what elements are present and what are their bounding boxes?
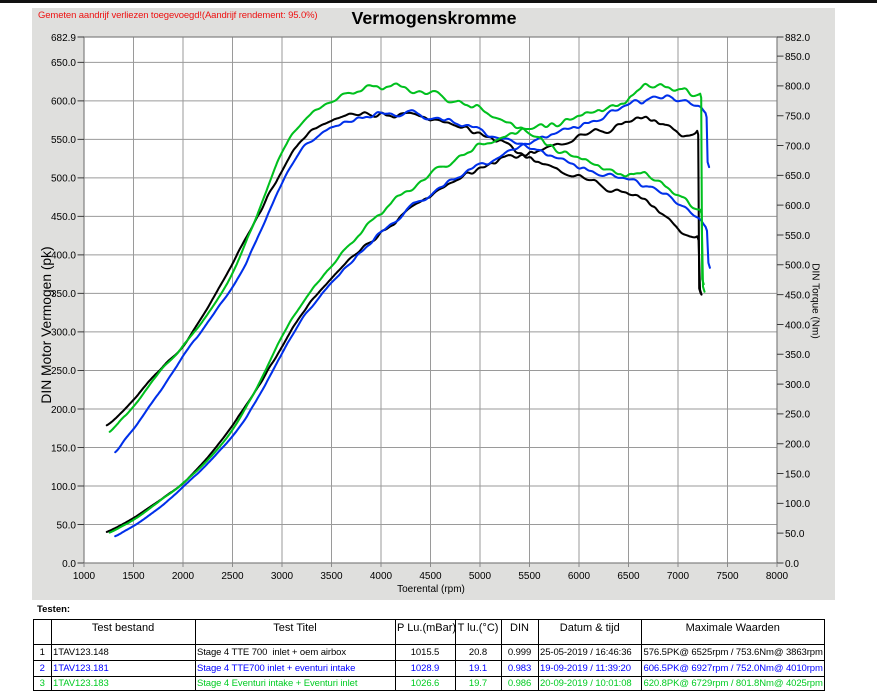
svg-text:450.0: 450.0	[51, 212, 76, 223]
svg-text:600.0: 600.0	[785, 201, 810, 212]
svg-text:50.0: 50.0	[57, 520, 77, 531]
svg-text:200.0: 200.0	[51, 405, 76, 416]
svg-text:500.0: 500.0	[51, 174, 76, 185]
svg-text:1500: 1500	[122, 571, 145, 582]
svg-text:750.0: 750.0	[785, 112, 810, 123]
svg-text:50.0: 50.0	[785, 529, 805, 540]
svg-text:300.0: 300.0	[51, 328, 76, 339]
svg-text:600.0: 600.0	[51, 97, 76, 108]
svg-text:250.0: 250.0	[51, 366, 76, 377]
svg-text:700.0: 700.0	[785, 141, 810, 152]
svg-text:550.0: 550.0	[785, 231, 810, 242]
svg-text:DIN Torque (Nm): DIN Torque (Nm)	[810, 263, 821, 338]
svg-text:Toerental (rpm): Toerental (rpm)	[397, 584, 465, 595]
svg-text:4500: 4500	[419, 571, 442, 582]
svg-text:650.0: 650.0	[785, 171, 810, 182]
svg-text:682.9: 682.9	[51, 33, 76, 44]
svg-text:1000: 1000	[73, 571, 96, 582]
svg-text:5000: 5000	[469, 571, 492, 582]
svg-text:0.0: 0.0	[785, 559, 799, 570]
svg-text:350.0: 350.0	[51, 289, 76, 300]
svg-text:400.0: 400.0	[785, 320, 810, 331]
svg-text:3000: 3000	[271, 571, 294, 582]
svg-text:2500: 2500	[221, 571, 244, 582]
svg-text:100.0: 100.0	[51, 482, 76, 493]
svg-text:4000: 4000	[370, 571, 393, 582]
svg-text:250.0: 250.0	[785, 410, 810, 421]
svg-text:100.0: 100.0	[785, 499, 810, 510]
svg-text:DIN Motor Vermogen (pk): DIN Motor Vermogen (pk)	[39, 246, 54, 403]
svg-text:850.0: 850.0	[785, 52, 810, 63]
svg-text:800.0: 800.0	[785, 82, 810, 93]
svg-text:7500: 7500	[716, 571, 739, 582]
svg-text:3500: 3500	[320, 571, 343, 582]
svg-text:6500: 6500	[617, 571, 640, 582]
svg-text:2000: 2000	[172, 571, 195, 582]
svg-text:350.0: 350.0	[785, 350, 810, 361]
svg-text:150.0: 150.0	[51, 443, 76, 454]
svg-text:882.0: 882.0	[785, 33, 810, 44]
svg-text:400.0: 400.0	[51, 251, 76, 262]
svg-text:6000: 6000	[568, 571, 591, 582]
svg-text:200.0: 200.0	[785, 440, 810, 451]
svg-text:450.0: 450.0	[785, 290, 810, 301]
svg-text:650.0: 650.0	[51, 58, 76, 69]
svg-text:8000: 8000	[766, 571, 789, 582]
svg-text:0.0: 0.0	[62, 559, 76, 570]
svg-text:150.0: 150.0	[785, 469, 810, 480]
svg-text:7000: 7000	[667, 571, 690, 582]
svg-text:550.0: 550.0	[51, 135, 76, 146]
svg-text:5500: 5500	[518, 571, 541, 582]
svg-text:300.0: 300.0	[785, 380, 810, 391]
svg-text:500.0: 500.0	[785, 261, 810, 272]
